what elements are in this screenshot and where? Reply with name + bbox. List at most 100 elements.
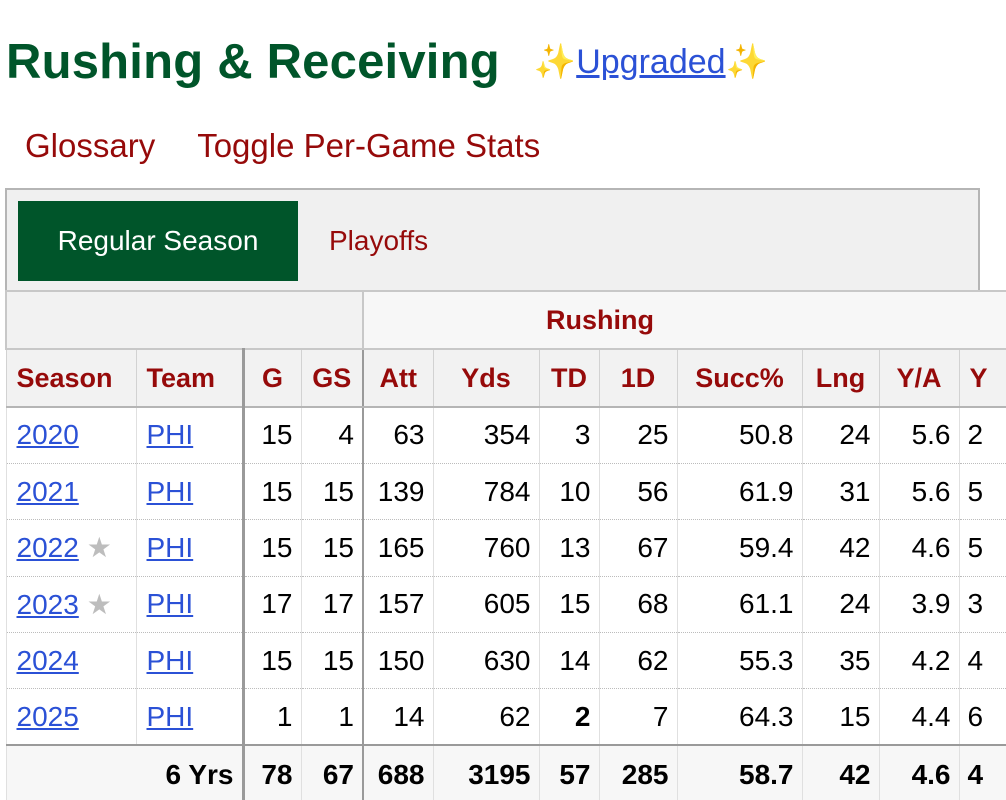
table-row: 2024 PHI 15 15 150 630 14 62 55.3 35 4.2… [5, 632, 1006, 690]
col-touchdowns[interactable]: TD [538, 349, 599, 408]
season-link[interactable]: 2021 [16, 475, 79, 507]
team-cell: PHI [135, 576, 245, 634]
stats-table-container: Regular Season Playoffs Rushing Season T… [5, 188, 1006, 800]
col-yards[interactable]: Yds [432, 349, 539, 408]
success-pct-cell: 64.3 [676, 688, 802, 746]
team-cell: PHI [135, 519, 245, 577]
team-link[interactable]: PHI [146, 475, 194, 507]
upgraded-link[interactable]: Upgraded [576, 42, 726, 81]
yards-per-attempt-cell: 3.9 [878, 576, 959, 634]
over-header-blank [5, 290, 364, 350]
games-started-cell: 15 [300, 632, 364, 690]
table-row: 2021 PHI 15 15 139 784 10 56 61.9 31 5.6… [5, 463, 1006, 521]
season-cell: 2023 ★ [5, 576, 136, 634]
season-filter-bar: Regular Season Playoffs [5, 188, 980, 292]
yards-cell: 62 [432, 688, 539, 746]
table-row: 2023 ★ PHI 17 17 157 605 15 68 61.1 24 3.… [5, 576, 1006, 634]
col-success-pct[interactable]: Succ% [676, 349, 802, 408]
glossary-link[interactable]: Glossary [25, 127, 156, 164]
games-started-cell: 17 [300, 576, 364, 634]
totals-attempts: 688 [362, 744, 433, 800]
yards-per-attempt-cell: 5.6 [878, 407, 959, 464]
col-team[interactable]: Team [135, 349, 245, 408]
season-link[interactable]: 2025 [16, 700, 79, 732]
games-started-cell: 1 [300, 688, 364, 746]
yards-cell: 354 [432, 407, 539, 464]
attempts-cell: 150 [362, 632, 433, 690]
games-cell: 15 [242, 463, 301, 521]
season-cell: 2020 [5, 407, 136, 464]
col-first-downs[interactable]: 1D [598, 349, 677, 408]
over-header-rushing: Rushing [362, 290, 1006, 350]
sparkle-icon: ✨ [725, 43, 768, 81]
longest-cell: 24 [801, 576, 879, 634]
over-header-row: Rushing [5, 290, 1006, 350]
totals-label: 6 Yrs [5, 744, 245, 800]
col-next-clipped[interactable]: Y [958, 349, 1006, 408]
season-link[interactable]: 2023 [16, 588, 79, 620]
yards-cell: 760 [432, 519, 539, 577]
tab-playoffs[interactable]: Playoffs [329, 225, 429, 256]
team-link[interactable]: PHI [146, 531, 194, 563]
team-link[interactable]: PHI [146, 700, 194, 732]
totals-games: 78 [242, 744, 301, 800]
first-downs-cell: 67 [598, 519, 677, 577]
yards-cell: 784 [432, 463, 539, 521]
season-link[interactable]: 2020 [16, 419, 79, 451]
games-started-cell: 15 [300, 463, 364, 521]
yards-per-attempt-cell: 5.6 [878, 463, 959, 521]
team-cell: PHI [135, 632, 245, 690]
column-header-row: Season Team G GS Att Yds TD 1D Succ% Lng… [5, 349, 1006, 408]
touchdowns-cell: 3 [538, 407, 599, 464]
games-cell: 1 [242, 688, 301, 746]
yards-cell: 630 [432, 632, 539, 690]
season-cell: 2025 [5, 688, 136, 746]
clipped-cell: 5 [958, 463, 1006, 521]
games-cell: 17 [242, 576, 301, 634]
tab-regular-season[interactable]: Regular Season [18, 201, 298, 281]
clipped-cell: 2 [958, 407, 1006, 464]
totals-yards-per-attempt: 4.6 [878, 744, 959, 800]
totals-longest: 42 [801, 744, 879, 800]
touchdowns-cell: 14 [538, 632, 599, 690]
sparkle-icon: ✨ [533, 43, 577, 81]
clipped-cell: 4 [958, 632, 1006, 690]
rushing-receiving-table: Rushing Season Team G GS Att Yds TD 1D S… [5, 290, 1006, 800]
season-cell: 2024 [5, 632, 136, 690]
team-link[interactable]: PHI [146, 419, 194, 451]
page-title: Rushing & Receiving [6, 35, 500, 89]
col-yards-per-attempt[interactable]: Y/A [878, 349, 959, 408]
team-cell: PHI [135, 463, 245, 521]
totals-clipped: 4 [958, 744, 1006, 800]
totals-first-downs: 285 [598, 744, 677, 800]
col-longest[interactable]: Lng [801, 349, 879, 408]
attempts-cell: 139 [362, 463, 433, 521]
games-started-cell: 15 [300, 519, 364, 577]
col-games[interactable]: G [242, 349, 301, 408]
yards-per-attempt-cell: 4.4 [878, 688, 959, 746]
team-link[interactable]: PHI [146, 644, 194, 676]
col-attempts[interactable]: Att [362, 349, 433, 408]
longest-cell: 15 [801, 688, 879, 746]
touchdowns-cell: 2 [538, 688, 599, 746]
totals-row: 6 Yrs 78 67 688 3195 57 285 58.7 42 4.6 … [5, 744, 1006, 800]
touchdowns-cell: 13 [538, 519, 599, 577]
rushing-group-label: Rushing [546, 304, 654, 335]
yards-cell: 605 [432, 576, 539, 634]
season-cell: 2021 [5, 463, 136, 521]
longest-cell: 35 [801, 632, 879, 690]
team-link[interactable]: PHI [146, 588, 194, 620]
yards-per-attempt-cell: 4.6 [878, 519, 959, 577]
toggle-per-game-link[interactable]: Toggle Per-Game Stats [197, 127, 541, 164]
games-started-cell: 4 [300, 407, 364, 464]
first-downs-cell: 68 [598, 576, 677, 634]
success-pct-cell: 61.1 [676, 576, 802, 634]
col-games-started[interactable]: GS [300, 349, 364, 408]
season-link[interactable]: 2022 [16, 532, 79, 564]
season-link[interactable]: 2024 [16, 644, 79, 676]
clipped-cell: 5 [958, 519, 1006, 577]
success-pct-cell: 59.4 [676, 519, 802, 577]
table-row: 2022 ★ PHI 15 15 165 760 13 67 59.4 42 4.… [5, 519, 1006, 577]
col-season[interactable]: Season [5, 349, 136, 408]
attempts-cell: 14 [362, 688, 433, 746]
